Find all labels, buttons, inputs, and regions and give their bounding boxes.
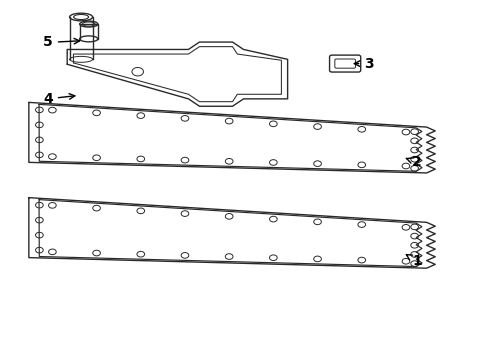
Text: 4: 4: [43, 92, 75, 106]
Text: 2: 2: [406, 156, 421, 169]
Text: 5: 5: [43, 35, 80, 49]
Text: 1: 1: [406, 254, 421, 268]
Text: 3: 3: [353, 57, 373, 71]
